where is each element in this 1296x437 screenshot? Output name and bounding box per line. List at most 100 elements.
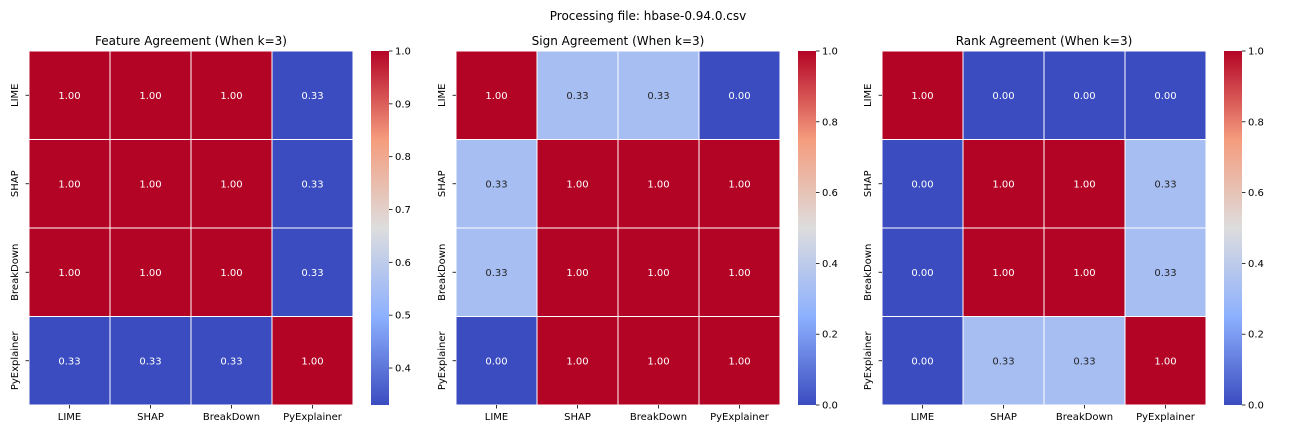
heatmap-cell <box>1124 139 1207 229</box>
heatmap-cell <box>1124 50 1207 140</box>
cell-value-label: 0.00 <box>728 91 750 102</box>
colorbar-tick-label: 0.4 <box>1248 259 1264 270</box>
colorbar-tick-label: 0.4 <box>822 259 838 270</box>
cell-value-label: 1.00 <box>220 268 242 279</box>
cell-value-label: 1.00 <box>728 268 750 279</box>
cell-value-label: 0.00 <box>485 356 507 367</box>
heatmap-cell <box>271 227 354 317</box>
x-tick-label: LIME <box>58 412 81 423</box>
cell-value-label: 1.00 <box>566 356 588 367</box>
cell-value-label: 1.00 <box>647 356 669 367</box>
heatmap-cell <box>271 139 354 229</box>
colorbar <box>1224 51 1242 405</box>
x-tick-label: SHAP <box>990 412 1017 423</box>
cell-value-label: 0.33 <box>1154 179 1176 190</box>
heatmap-cell <box>455 139 538 229</box>
cell-value-label: 1.00 <box>911 91 933 102</box>
cell-value-label: 1.00 <box>220 91 242 102</box>
x-tick-label: BreakDown <box>630 412 687 423</box>
cell-value-label: 0.33 <box>485 268 507 279</box>
heatmap-cell <box>271 316 354 406</box>
colorbar <box>371 51 389 405</box>
colorbar-tick-label: 0.2 <box>822 330 838 341</box>
y-tick-label: LIME <box>10 84 21 107</box>
heatmap-cell <box>698 227 781 317</box>
cell-value-label: 1.00 <box>728 179 750 190</box>
y-tick-label: LIME <box>437 84 448 107</box>
x-tick-label: LIME <box>911 412 934 423</box>
cell-value-label: 1.00 <box>728 356 750 367</box>
cell-value-label: 0.33 <box>1073 356 1095 367</box>
colorbar-tick-label: 1.0 <box>822 47 838 58</box>
cell-value-label: 1.00 <box>58 268 80 279</box>
cell-value-label: 0.00 <box>911 268 933 279</box>
heatmap-cell <box>109 227 192 317</box>
x-tick-label: PyExplainer <box>283 412 343 423</box>
colorbar <box>798 51 816 405</box>
colorbar-tick-label: 0.6 <box>822 188 838 199</box>
y-tick-label: LIME <box>863 84 874 107</box>
colorbar-tick-label: 0.8 <box>395 152 411 163</box>
x-tick-label: BreakDown <box>203 412 260 423</box>
cell-value-label: 1.00 <box>647 179 669 190</box>
cell-value-label: 1.00 <box>220 179 242 190</box>
x-tick-label: PyExplainer <box>710 412 770 423</box>
heatmap-panel-2: Sign Agreement (When k=3) 1.00 0.33 0.33 0.0… <box>437 34 838 423</box>
y-tick-label: BreakDown <box>10 244 21 301</box>
panel-title: Rank Agreement (When k=3) <box>956 34 1133 48</box>
cell-value-label: 0.33 <box>301 91 323 102</box>
cell-value-label: 0.33 <box>301 268 323 279</box>
colorbar-tick-label: 0.8 <box>822 117 838 128</box>
x-tick-label: PyExplainer <box>1136 412 1196 423</box>
colorbar-tick-label: 0.0 <box>1248 401 1264 412</box>
heatmap-cell <box>28 50 111 140</box>
heatmap-cell <box>962 227 1045 317</box>
heatmap-cell <box>109 316 192 406</box>
heatmap-cell <box>28 139 111 229</box>
cell-value-label: 1.00 <box>58 91 80 102</box>
heatmap-cell <box>698 139 781 229</box>
heatmap-cell <box>881 139 964 229</box>
heatmap-cell <box>881 316 964 406</box>
cell-value-label: 0.00 <box>992 91 1014 102</box>
colorbar-tick-label: 0.6 <box>1248 188 1264 199</box>
cell-value-label: 1.00 <box>485 91 507 102</box>
colorbar-tick-label: 0.7 <box>395 205 411 216</box>
colorbar-tick-label: 0.4 <box>395 364 411 375</box>
cell-value-label: 1.00 <box>301 356 323 367</box>
x-tick-label: SHAP <box>564 412 591 423</box>
cell-value-label: 1.00 <box>566 268 588 279</box>
cell-value-label: 0.00 <box>911 179 933 190</box>
x-tick-label: SHAP <box>137 412 164 423</box>
cell-value-label: 1.00 <box>992 268 1014 279</box>
cell-value-label: 1.00 <box>992 179 1014 190</box>
heatmap-cell <box>1043 139 1126 229</box>
heatmap-panel-1: Feature Agreement (When k=3)1.00 1.00 1.00… <box>10 34 411 423</box>
heatmap-cell <box>1124 227 1207 317</box>
cell-value-label: 0.00 <box>911 356 933 367</box>
heatmap-cell <box>1043 227 1126 317</box>
heatmap-panel-3: Rank Agreement (When k=3) 1.00 0.00 0.00 0.0… <box>863 34 1264 423</box>
cell-value-label: 0.33 <box>1154 268 1176 279</box>
cell-value-label: 0.33 <box>992 356 1014 367</box>
colorbar-tick-label: 0.9 <box>395 99 411 110</box>
colorbar-tick-label: 0.6 <box>395 258 411 269</box>
y-tick-label: SHAP <box>437 170 448 197</box>
heatmap-cell <box>536 316 619 406</box>
cell-value-label: 1.00 <box>139 91 161 102</box>
cell-value-label: 0.33 <box>301 179 323 190</box>
cell-value-label: 0.33 <box>139 356 161 367</box>
y-tick-label: PyExplainer <box>437 330 448 390</box>
heatmap-cell <box>698 316 781 406</box>
panel-title: Sign Agreement (When k=3) <box>532 34 705 48</box>
heatmap-cell <box>617 50 700 140</box>
y-tick-label: SHAP <box>10 170 21 197</box>
heatmap-cell <box>1043 50 1126 140</box>
cell-value-label: 0.33 <box>647 91 669 102</box>
heatmap-cell <box>617 227 700 317</box>
cell-value-label: 0.33 <box>485 179 507 190</box>
cell-value-label: 1.00 <box>647 268 669 279</box>
figure-suptitle: Processing file: hbase-0.94.0.csv <box>550 9 747 23</box>
